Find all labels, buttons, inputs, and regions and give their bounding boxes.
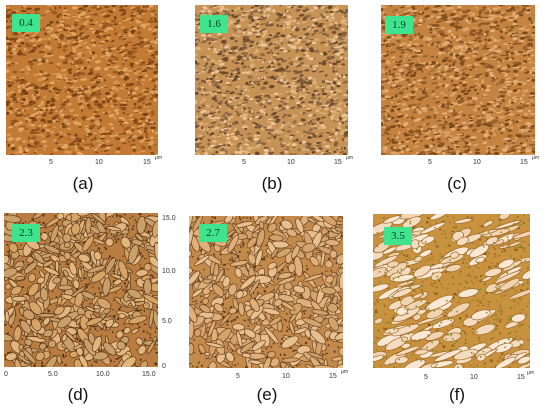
- panel-f: 3.5 5 10 15 µm: [373, 214, 538, 384]
- caption-d: (d): [67, 385, 89, 404]
- y-tick-d-0: 15.0: [162, 215, 176, 222]
- x-tick-d-2: 10.0: [96, 371, 110, 378]
- x-tick-a-2: 10: [95, 159, 103, 166]
- panel-a: 0.4 5 10 15 µm: [6, 5, 164, 175]
- x-tick-a-3: 15: [143, 159, 151, 166]
- unit-f: µm: [527, 370, 535, 376]
- x-tick-b-3: 15: [334, 159, 342, 166]
- x-tick-b-2: 10: [287, 159, 295, 166]
- x-tick-e-1: 5: [236, 373, 240, 380]
- afm-texture-e: [189, 216, 343, 368]
- x-tick-c-2: 10: [473, 159, 481, 166]
- afm-image-f: [373, 214, 530, 368]
- unit-b: µm: [346, 155, 354, 161]
- x-tick-d-1: 5.0: [48, 371, 58, 378]
- afm-texture-d: [4, 213, 158, 367]
- unit-c: µm: [532, 155, 540, 161]
- x-tick-d-3: 15.0: [142, 371, 156, 378]
- value-badge-c: 1.9: [385, 16, 413, 34]
- y-tick-d-3: 0: [162, 363, 166, 370]
- afm-image-b: [195, 5, 348, 155]
- y-tick-d-1: 10.0: [162, 268, 176, 275]
- value-badge-a: 0.4: [12, 14, 40, 32]
- x-tick-b-1: 5: [242, 159, 246, 166]
- x-tick-e-2: 10: [282, 373, 290, 380]
- afm-image-e: [189, 216, 343, 368]
- caption-c: (c): [447, 174, 467, 193]
- x-tick-c-3: 15: [520, 159, 528, 166]
- x-tick-f-2: 10: [470, 374, 478, 381]
- value-badge-e: 2.7: [199, 224, 227, 242]
- panel-b: 1.6 5 10 15 µm: [195, 5, 355, 175]
- value-badge-b: 1.6: [200, 15, 228, 33]
- x-tick-a-1: 5: [49, 159, 53, 166]
- value-badge-d: 2.3: [12, 224, 40, 242]
- caption-f: (f): [448, 385, 466, 404]
- afm-texture-f: [373, 214, 530, 368]
- afm-texture-b: [195, 5, 348, 155]
- caption-a: (a): [72, 174, 94, 193]
- panel-c: 1.9 5 10 15 µm: [381, 5, 541, 175]
- panel-d: 2.3 0 5.0 10.0 15.0 15.0 10.0 5.0 0: [2, 213, 177, 383]
- afm-image-d: [4, 213, 158, 367]
- x-tick-d-0: 0: [4, 371, 8, 378]
- panel-e: 2.7 5 10 15 µm: [189, 216, 349, 386]
- y-tick-d-2: 5.0: [162, 318, 172, 325]
- afm-texture-a: [6, 5, 158, 155]
- x-tick-c-1: 5: [428, 159, 432, 166]
- value-badge-f: 3.5: [384, 227, 412, 245]
- afm-image-a: [6, 5, 158, 155]
- unit-e: µm: [341, 369, 349, 375]
- caption-e: (e): [256, 385, 278, 404]
- x-tick-f-1: 5: [424, 374, 428, 381]
- x-tick-e-3: 15: [329, 373, 337, 380]
- unit-a: µm: [155, 155, 163, 161]
- caption-b: (b): [261, 174, 283, 193]
- x-tick-f-3: 15: [517, 374, 525, 381]
